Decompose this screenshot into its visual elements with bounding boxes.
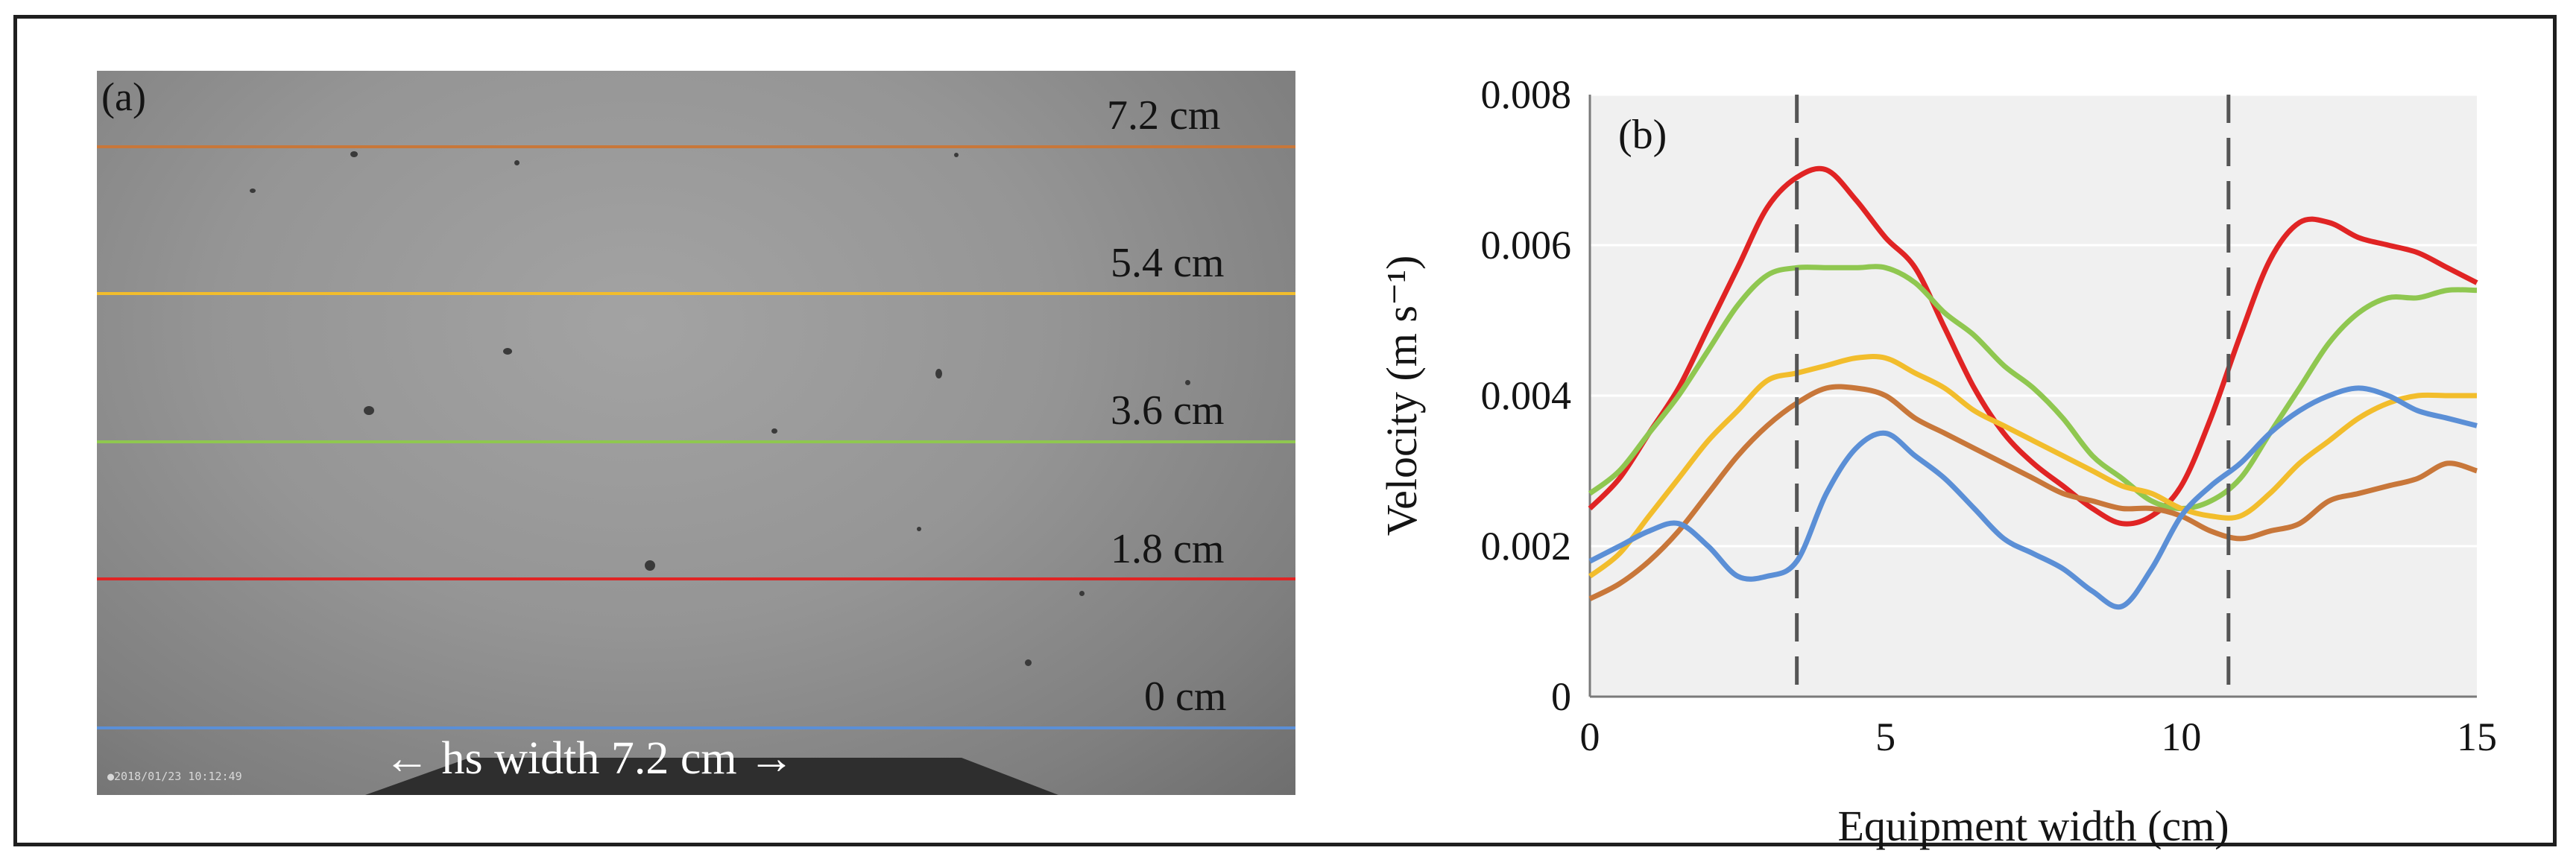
particle-speck [771, 428, 777, 434]
panel-b-label: (b) [1618, 112, 1667, 158]
left-arrow-icon: ← [384, 733, 430, 784]
x-tick-label: 10 [2161, 715, 2201, 759]
particle-speck [1185, 380, 1190, 385]
depth-line [97, 440, 1295, 443]
x-tick-label: 15 [2457, 715, 2497, 759]
particle-speck [350, 151, 358, 157]
y-tick-label: 0.004 [1481, 373, 1572, 418]
timestamp: ●2018/01/23 10:12:49 [107, 770, 242, 783]
series-line-5-4-cm [1588, 354, 2477, 579]
particle-speck [935, 369, 942, 378]
x-axis-label: Equipment width (cm) [1837, 802, 2229, 850]
particle-speck [1025, 659, 1032, 666]
hs-width-text: hs width 7.2 cm [441, 733, 737, 784]
figure-frame [13, 15, 2557, 846]
panel-a-label: (a) [101, 75, 146, 119]
particle-speck [514, 160, 520, 165]
particle-speck [645, 560, 655, 571]
particle-speck [954, 153, 959, 157]
depth-label: 7.2 cm [1107, 92, 1221, 139]
x-tick-label: 0 [1580, 715, 1600, 759]
depth-line [97, 145, 1295, 148]
particle-speck [917, 527, 921, 531]
hs-base-shadow [365, 758, 1058, 795]
particle-speck [364, 406, 374, 415]
depth-label: 3.6 cm [1111, 387, 1225, 434]
x-tick-label: 5 [1875, 715, 1895, 759]
hs-width-label: ← hs width 7.2 cm → [384, 732, 795, 785]
particle-speck [503, 348, 512, 355]
particle-speck [1079, 591, 1085, 596]
depth-label: 1.8 cm [1111, 526, 1225, 572]
right-arrow-icon: → [748, 733, 795, 784]
depth-label: 0 cm [1144, 674, 1227, 720]
series-line-7-2-cm [1588, 384, 2478, 601]
series-line-3-6-cm [1588, 264, 2478, 511]
series-line-0-cm [1588, 385, 2478, 610]
y-tick-label: 0.006 [1481, 223, 1572, 267]
depth-line [97, 292, 1295, 295]
depth-line [97, 726, 1295, 729]
particle-speck [250, 189, 256, 193]
y-axis-label: Velocity (m s⁻¹) [1377, 256, 1426, 536]
y-tick-label: 0.008 [1481, 72, 1572, 117]
y-tick-label: 0.002 [1481, 524, 1572, 568]
y-tick-label: 0 [1551, 674, 1571, 719]
depth-label: 5.4 cm [1111, 240, 1225, 286]
photo-panel: (a) ●2018/01/23 10:12:49 ← hs width 7.2 … [97, 71, 1295, 795]
depth-line [97, 577, 1295, 580]
series-line-1-8-cm [1588, 165, 2478, 527]
